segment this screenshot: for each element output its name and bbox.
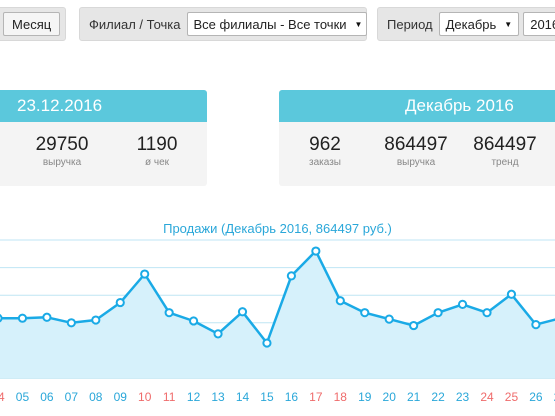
data-point-26: [531, 320, 541, 330]
day-card-header: 23.12.2016: [0, 90, 207, 122]
data-point-18: [335, 296, 345, 306]
data-point-25: [506, 289, 517, 299]
data-point-13: [213, 329, 223, 339]
x-tick-label-27: 27: [554, 390, 555, 404]
month-revenue-value: 864497: [384, 134, 448, 155]
period-year-select[interactable]: 2016: [523, 12, 555, 36]
x-tick-label-14: 14: [236, 390, 250, 404]
month-orders-metric: 962 заказы: [300, 134, 350, 170]
x-tick-label-09: 09: [114, 390, 128, 404]
x-tick-label-17: 17: [309, 390, 323, 404]
month-orders-value: 962: [309, 134, 341, 155]
chevron-down-icon: ▼: [504, 19, 513, 29]
x-tick-label-07: 07: [65, 390, 79, 404]
data-point-20: [384, 314, 394, 324]
x-tick-label-08: 08: [89, 390, 103, 404]
data-point-19: [360, 308, 370, 318]
day-avg-check-label: ø чек: [144, 157, 170, 168]
data-point-15: [262, 338, 272, 348]
month-revenue-label: выручка: [396, 157, 436, 168]
data-point-11: [164, 308, 174, 318]
x-tick-label-11: 11: [163, 390, 176, 404]
branch-label: Филиал / Точка: [89, 16, 181, 32]
x-tick-label-06: 06: [40, 390, 54, 404]
data-point-24: [482, 308, 492, 318]
x-tick-label-16: 16: [285, 390, 299, 404]
branch-select-value: Все филиалы - Все точки: [193, 16, 347, 32]
day-revenue-label: выручка: [42, 157, 82, 168]
x-tick-label-15: 15: [260, 390, 274, 404]
period-label: Период: [387, 16, 433, 32]
month-revenue-metric: 864497 выручка: [379, 134, 453, 170]
x-tick-label-13: 13: [211, 390, 225, 404]
x-tick-label-05: 05: [16, 390, 30, 404]
month-trend-value: 864497: [473, 134, 537, 155]
day-revenue-value: 29750: [35, 134, 89, 155]
data-point-16: [286, 271, 296, 281]
x-tick-label-24: 24: [480, 390, 494, 404]
month-trend-label: тренд: [491, 157, 519, 168]
month-card-title: Декабрь 2016: [405, 96, 514, 115]
data-point-08: [91, 315, 101, 325]
month-summary-card: Декабрь 2016 962 заказы 864497 выручка 8…: [279, 90, 555, 186]
data-point-06: [42, 312, 52, 322]
month-button[interactable]: Месяц: [3, 12, 61, 36]
data-point-23: [457, 299, 468, 309]
x-tick-label-21: 21: [407, 390, 421, 404]
data-point-05: [17, 313, 28, 323]
data-point-12: [189, 316, 199, 326]
x-tick-label-04: 04: [0, 390, 5, 404]
period-filter-bar: Период Декабрь ▼ 2016: [377, 7, 555, 41]
branch-filter-bar: Филиал / Точка Все филиалы - Все точки ▼: [79, 7, 367, 41]
data-point-10: [140, 269, 150, 279]
day-avg-check-value: 1190: [136, 134, 178, 155]
x-tick-label-26: 26: [529, 390, 543, 404]
month-card-header: Декабрь 2016: [279, 90, 555, 122]
period-month-select[interactable]: Декабрь ▼: [438, 12, 520, 36]
data-point-21: [409, 320, 419, 331]
x-tick-label-10: 10: [138, 390, 152, 404]
day-revenue-metric: 29750 выручка: [30, 134, 94, 170]
x-tick-label-12: 12: [187, 390, 201, 404]
month-orders-label: заказы: [309, 157, 341, 168]
branch-select[interactable]: Все филиалы - Все точки ▼: [186, 12, 367, 36]
data-point-17: [311, 246, 321, 256]
x-tick-label-18: 18: [334, 390, 348, 404]
data-point-14: [237, 307, 248, 317]
data-point-22: [433, 308, 443, 318]
x-tick-label-23: 23: [456, 390, 470, 404]
x-tick-label-19: 19: [358, 390, 372, 404]
month-trend-metric: 864497 тренд: [468, 134, 542, 170]
x-tick-label-25: 25: [505, 390, 519, 404]
chevron-down-icon: ▼: [354, 19, 363, 29]
period-month-value: Декабрь: [445, 16, 497, 32]
view-toolbar: Месяц: [0, 7, 66, 41]
data-point-09: [115, 297, 125, 308]
day-summary-card: 23.12.2016 29750 выручка 1190 ø чек: [0, 90, 207, 186]
data-point-04: [0, 314, 3, 323]
day-card-title: 23.12.2016: [17, 96, 103, 115]
x-tick-label-22: 22: [431, 390, 445, 404]
data-point-07: [66, 318, 76, 328]
chart-title: Продажи (Декабрь 2016, 864497 руб.): [163, 221, 392, 236]
day-avg-check-metric: 1190 ø чек: [132, 134, 182, 170]
x-tick-label-20: 20: [383, 390, 397, 404]
period-year-value: 2016: [530, 16, 555, 32]
